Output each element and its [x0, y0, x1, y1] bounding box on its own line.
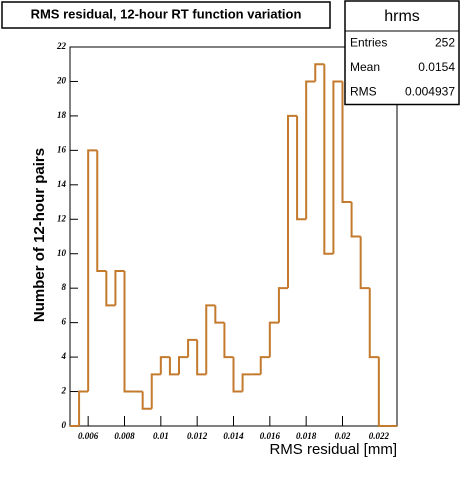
histogram-bin	[305, 80, 316, 220]
histogram-bin	[287, 114, 298, 289]
x-tick-label: 0.006	[78, 431, 99, 441]
x-tick-label: 0.012	[187, 431, 208, 441]
histogram-bin	[187, 338, 198, 358]
stats-label: Mean	[350, 60, 380, 74]
histogram-bin	[87, 149, 98, 392]
histogram-bin	[214, 305, 225, 324]
histogram-bin	[205, 304, 216, 375]
histogram-bin	[350, 202, 361, 238]
x-tick-label: 0.008	[114, 431, 135, 441]
x-tick-label: 0.014	[223, 431, 244, 441]
histogram-bin	[159, 356, 170, 375]
stats-title: hrms	[384, 8, 420, 25]
histogram-bin	[196, 339, 207, 376]
y-tick-label: 18	[57, 110, 67, 120]
stats-value: 252	[435, 35, 455, 49]
histogram-bin	[232, 357, 243, 393]
histogram-bin	[323, 64, 334, 255]
y-tick-label: 16	[57, 144, 67, 154]
y-tick-label: 20	[56, 76, 67, 86]
y-tick-label: 2	[61, 386, 67, 396]
histogram-bin	[332, 80, 343, 254]
histogram-bin	[296, 115, 307, 221]
chart-title: RMS residual, 12-hour RT function variat…	[31, 6, 302, 21]
y-tick-label: 6	[62, 317, 67, 327]
y-tick-label: 4	[61, 351, 67, 361]
histogram-bin	[114, 269, 125, 306]
x-tick-label: 0.02	[335, 431, 351, 441]
histogram-bin	[314, 63, 325, 82]
histogram-bin	[223, 322, 234, 359]
x-axis-label: RMS residual [mm]	[269, 441, 397, 458]
histogram-bin	[141, 391, 152, 410]
stats-label: RMS	[350, 84, 377, 98]
x-tick-label: 0.016	[260, 431, 281, 441]
histogram-bin	[368, 288, 379, 359]
histogram-bin	[277, 287, 288, 323]
histogram-bin	[96, 150, 107, 272]
x-tick-label: 0.018	[296, 431, 317, 441]
histogram-bin	[259, 356, 270, 375]
histogram-bin	[78, 390, 89, 426]
histogram-bin	[377, 357, 388, 427]
x-tick-label: 0.01	[153, 431, 169, 441]
histogram-bin	[341, 81, 352, 204]
histogram-bin	[241, 373, 252, 392]
histogram-bin	[178, 356, 189, 375]
stats-value: 0.0154	[418, 60, 455, 74]
y-axis-label: Number of 12-hour pairs	[31, 148, 48, 322]
histogram-bin	[359, 236, 370, 290]
y-tick-label: 12	[57, 213, 67, 223]
histogram-bin	[105, 270, 116, 307]
stats-label: Entries	[350, 35, 387, 49]
y-tick-label: 14	[57, 179, 67, 189]
histogram-bin	[268, 321, 279, 358]
histogram-bin	[123, 270, 134, 393]
histogram-bin	[150, 373, 161, 409]
y-tick-label: 8	[62, 282, 67, 292]
y-tick-label: 10	[57, 248, 67, 258]
histogram-bin	[168, 357, 179, 376]
x-tick-label: 0.022	[369, 431, 390, 441]
stats-box	[344, 0, 460, 106]
y-tick-label: 0	[62, 420, 67, 430]
stats-value: 0.004937	[405, 84, 455, 98]
title-box	[1, 1, 331, 29]
y-tick-label: 22	[56, 41, 67, 51]
